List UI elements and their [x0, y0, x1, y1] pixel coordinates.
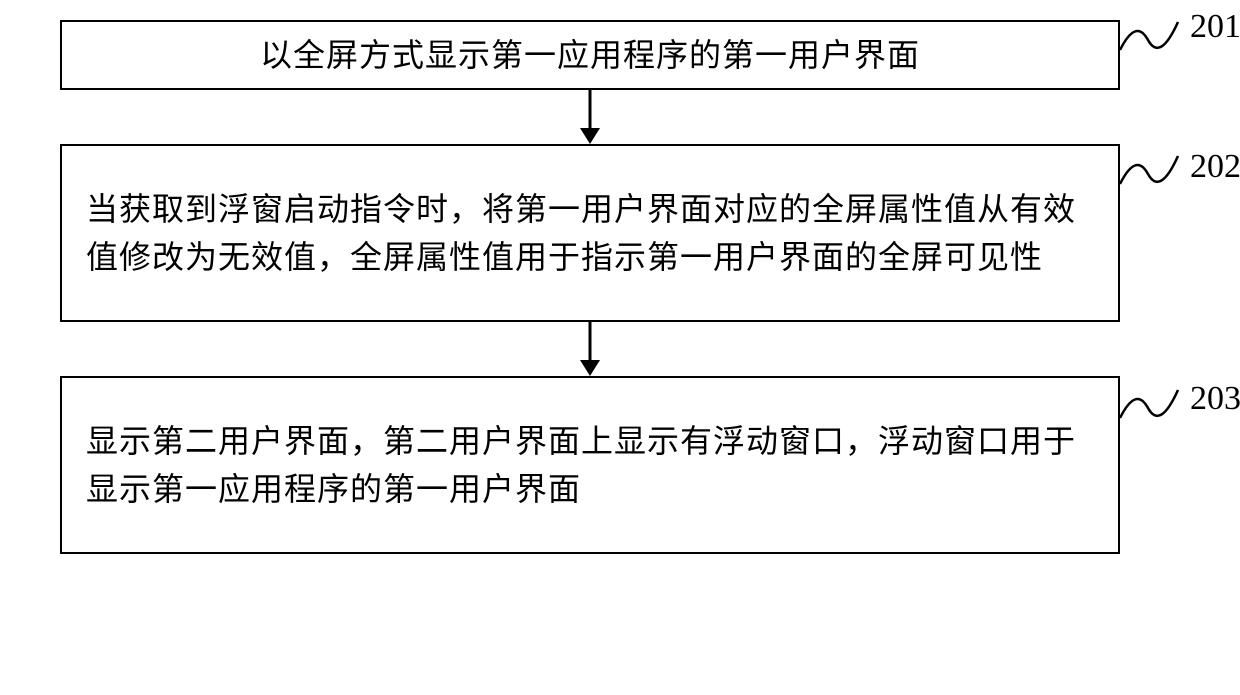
node-text: 以全屏方式显示第一应用程序的第一用户界面	[236, 23, 944, 87]
node-label-2: 202	[1190, 148, 1240, 186]
leader-squiggle-2	[1116, 144, 1186, 194]
flowchart-node-1: 以全屏方式显示第一应用程序的第一用户界面	[60, 20, 1120, 90]
node-text: 当获取到浮窗启动指令时，将第一用户界面对应的全屏属性值从有效值修改为无效值，全屏…	[62, 177, 1118, 289]
node-text: 显示第二用户界面，第二用户界面上显示有浮动窗口，浮动窗口用于显示第一应用程序的第…	[62, 409, 1118, 521]
flowchart-container: 以全屏方式显示第一应用程序的第一用户界面 201 当获取到浮窗启动指令时，将第一…	[60, 20, 1120, 554]
flowchart-arrow-1	[60, 90, 1120, 144]
node-label-3: 203	[1190, 380, 1240, 418]
flowchart-arrow-2	[60, 322, 1120, 376]
flowchart-node-3: 显示第二用户界面，第二用户界面上显示有浮动窗口，浮动窗口用于显示第一应用程序的第…	[60, 376, 1120, 554]
flowchart-node-2: 当获取到浮窗启动指令时，将第一用户界面对应的全屏属性值从有效值修改为无效值，全屏…	[60, 144, 1120, 322]
leader-squiggle-3	[1116, 378, 1186, 428]
node-label-1: 201	[1190, 8, 1240, 46]
leader-squiggle-1	[1116, 10, 1186, 60]
